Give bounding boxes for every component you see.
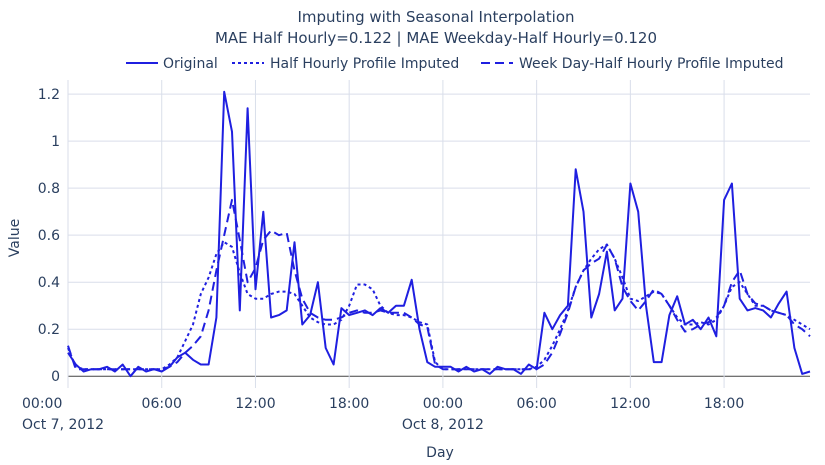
x-tick-label: 00:00 [423,396,463,412]
legend-label-2[interactable]: Half Hourly Profile Imputed [270,56,459,72]
x-tick-label: 00:00 [22,396,62,412]
y-tick-label: 0.8 [38,181,60,197]
legend-label-1[interactable]: Original [163,56,218,72]
x-axis-title: Day [426,445,454,461]
series-lines [67,90,811,378]
y-tick-labels: 0 0.2 0.4 0.6 0.8 1 1.2 [38,87,60,385]
y-tick-label: 1 [51,134,60,150]
y-tick-label: 0.2 [38,322,60,338]
chart-title: Imputing with Seasonal Interpolation [297,8,574,26]
series-line-3 [67,198,811,371]
x-tick-label: 12:00 [235,396,275,412]
series-line-2 [67,241,811,371]
y-axis-title: Value [7,219,23,257]
y-tick-label: 0.4 [38,275,60,291]
chart-subtitle: MAE Half Hourly=0.122 | MAE Weekday-Half… [215,29,657,47]
x-tick-label: 06:00 [142,396,182,412]
y-tick-label: 0.6 [38,228,60,244]
x-tick-label: 06:00 [516,396,556,412]
x-tick-label: 18:00 [329,396,369,412]
x-tick-labels: 00:00 Oct 7, 2012 06:00 12:00 18:00 00:00 Oct … [22,396,744,433]
x-tick-date-label: Oct 8, 2012 [402,417,484,433]
x-tick-label: 18:00 [704,396,744,412]
y-tick-label: 0 [51,369,60,385]
legend-label-3[interactable]: Week Day-Half Hourly Profile Imputed [519,56,783,72]
x-tick-label: 12:00 [610,396,650,412]
legend[interactable]: Original Half Hourly Profile Imputed Week … [126,56,783,72]
x-tick-date-label: Oct 7, 2012 [22,417,104,433]
y-tick-label: 1.2 [38,87,60,103]
